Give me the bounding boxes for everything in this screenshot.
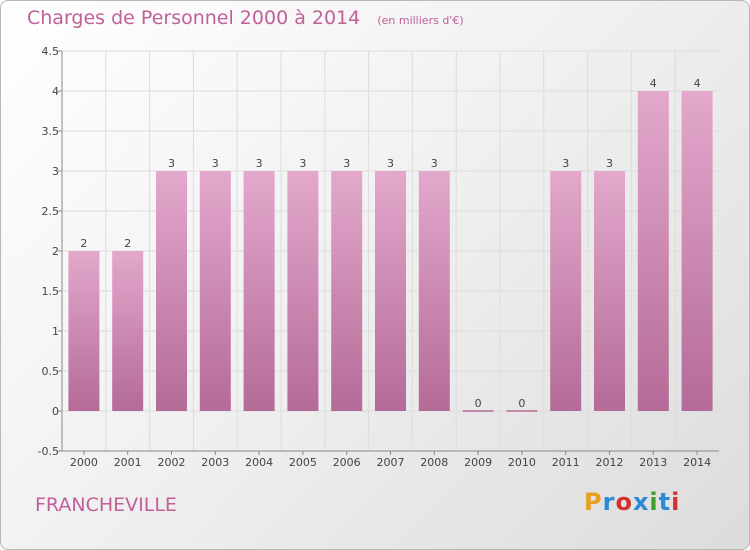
y-tick-label: 4 [52,85,59,98]
x-tick-label: 2012 [596,456,624,469]
commune-name: FRANCHEVILLE [35,494,177,516]
logo-letter: t [658,488,672,516]
y-tick-label: 0 [52,405,59,418]
logo-letter: i [671,488,681,516]
bar-2002 [156,171,187,411]
x-tick-label: 2008 [420,456,448,469]
logo-letter: r [602,488,616,516]
data-label: 3 [562,157,569,170]
data-label: 3 [299,157,306,170]
bar-2014 [681,91,713,411]
x-tick-label: 2001 [114,456,142,469]
data-label: 3 [343,157,350,170]
bar-2000 [68,251,100,411]
bar-2007 [375,171,406,411]
x-tick-label: 2011 [552,456,580,469]
bar-2008 [418,171,450,411]
bar-2013 [637,91,669,411]
title-text: Charges de Personnel 2000 à 2014 [27,7,361,29]
data-label: 3 [168,157,175,170]
data-label: 0 [518,397,525,410]
bar-2001 [112,251,144,411]
x-tick-label: 2007 [377,456,405,469]
x-tick-label: 2013 [639,456,667,469]
y-tick-label: 3 [52,165,59,178]
x-tick-label: 2000 [70,456,98,469]
data-label: 4 [650,77,657,90]
y-tick-label: 4.5 [42,45,60,58]
x-tick-label: 2005 [289,456,317,469]
data-label: 2 [80,237,87,250]
y-tick-label: 1 [52,325,59,338]
bar-2004 [243,171,275,411]
data-label: 3 [212,157,219,170]
bar-2011 [550,171,582,411]
x-tick-label: 2006 [333,456,361,469]
y-tick-label: 1.5 [42,285,60,298]
data-label: 4 [694,77,701,90]
chart-title: Charges de Personnel 2000 à 2014 (en mil… [27,7,464,29]
unit-note: (en milliers d'€) [377,14,464,27]
bar-2009 [462,410,494,412]
bar-2006 [331,171,363,411]
x-tick-label: 2009 [464,456,492,469]
x-tick-label: 2014 [683,456,711,469]
x-tick-label: 2003 [201,456,229,469]
bar-2005 [287,171,319,411]
y-tick-label: 3.5 [42,125,60,138]
proxiti-logo[interactable]: Proxiti [584,488,680,516]
y-tick-label: 2 [52,245,59,258]
y-tick-label: -0.5 [38,445,59,458]
data-label: 0 [475,397,482,410]
bars [68,91,713,412]
y-tick-label: 0.5 [42,365,60,378]
logo-letter: o [615,488,633,516]
bar-2003 [199,171,231,411]
bar-2010 [506,410,538,412]
logo-letter: P [584,488,603,516]
x-tick-label: 2004 [245,456,273,469]
labels: 2 2 3 3 3 3 3 3 3 0 0 3 3 4 4 [80,77,700,410]
bar-2012 [594,171,625,411]
x-tick-label: 2010 [508,456,536,469]
data-label: 2 [124,237,131,250]
data-label: 3 [606,157,613,170]
logo-letter: x [632,488,650,516]
y-tick-label: 2.5 [42,205,60,218]
logo-letter: i [649,488,659,516]
data-label: 3 [387,157,394,170]
x-tick-label: 2002 [158,456,186,469]
data-label: 3 [431,157,438,170]
data-label: 3 [256,157,263,170]
